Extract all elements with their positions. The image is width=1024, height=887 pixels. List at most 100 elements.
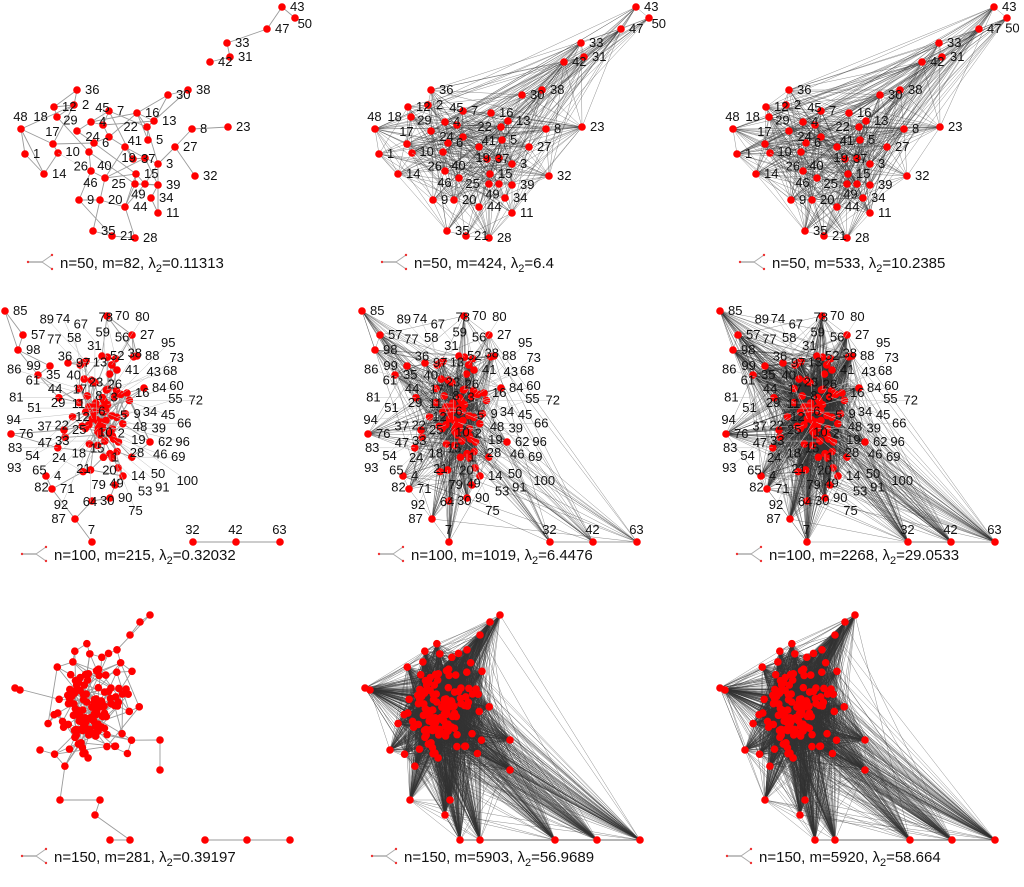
graph-node — [105, 133, 113, 141]
graph-edge — [498, 17, 650, 159]
graph-node — [813, 174, 821, 182]
node-label: 10 — [98, 424, 112, 439]
node-label: 11 — [878, 205, 892, 220]
node-label: 38 — [128, 345, 142, 360]
node-label: 33 — [589, 35, 603, 50]
graph-edge — [102, 120, 155, 126]
node-label: 9 — [799, 192, 806, 207]
node-label: 32 — [915, 168, 929, 183]
node-label: 42 — [218, 54, 232, 69]
node-label: 36 — [439, 82, 453, 97]
graph-node — [75, 196, 83, 204]
node-label: 85 — [13, 303, 27, 318]
node-label: 17 — [73, 381, 87, 396]
node-label: 18 — [33, 109, 47, 124]
graph-node — [358, 307, 366, 315]
graph-node — [73, 127, 81, 135]
graph-edge — [407, 106, 490, 239]
graph-node — [486, 170, 494, 178]
node-label: 14 — [52, 166, 66, 181]
panel-caption: n=50, m=533, λ2=10.2385 — [772, 255, 945, 275]
node-label: 45 — [518, 407, 532, 422]
graph-node — [371, 125, 379, 133]
panel-caption: n=50, m=424, λ2=6.4 — [414, 255, 554, 275]
graph-node — [90, 139, 98, 147]
node-label: 11 — [166, 205, 180, 220]
graph-edge — [504, 89, 543, 199]
node-label: 86 — [7, 362, 21, 377]
node-label: 58 — [424, 330, 438, 345]
node-label: 7 — [829, 103, 836, 118]
graph-node — [1, 307, 9, 315]
node-label: 96 — [175, 434, 189, 449]
node-label: 31 — [87, 338, 101, 353]
node-label: 27 — [183, 139, 197, 154]
node-label: 83 — [8, 440, 22, 455]
node-label: 35 — [455, 223, 469, 238]
node-label: 87 — [51, 511, 65, 526]
graph-node — [278, 3, 286, 11]
graph-node — [497, 123, 505, 131]
node-label: 56 — [115, 330, 129, 345]
graph-node — [975, 25, 983, 33]
graph-edge — [488, 126, 583, 239]
node-label: 18 — [72, 445, 86, 460]
node-label: 92 — [411, 497, 425, 512]
node-label: 26 — [428, 159, 442, 174]
graph-edge — [407, 106, 464, 112]
graph-edge — [432, 170, 446, 201]
node-label: 71 — [60, 481, 74, 496]
node-label: 24 — [797, 129, 811, 144]
node-label: 23 — [236, 119, 250, 134]
node-label: 93 — [364, 460, 378, 475]
node-label: 31 — [950, 49, 964, 64]
node-label: 24 — [85, 129, 99, 144]
node-label: 88 — [145, 348, 159, 363]
panel-caption: n=100, m=2268, λ2=29.0533 — [769, 547, 959, 567]
node-label: 87 — [408, 511, 422, 526]
node-label: 61 — [26, 372, 40, 387]
node-label: 70 — [115, 308, 129, 323]
graph-edge — [488, 6, 637, 239]
graph-edge — [427, 104, 491, 175]
graph-edge — [124, 183, 146, 208]
edges — [20, 6, 296, 239]
node-label: 13 — [162, 113, 176, 128]
graph-node — [19, 331, 27, 339]
panel-caption: n=150, m=5920, λ2=58.664 — [759, 849, 941, 869]
graph-node — [883, 143, 891, 151]
node-label: 7 — [88, 522, 95, 537]
node-label: 59 — [95, 325, 109, 340]
graph-edge — [43, 152, 59, 175]
graph-node — [131, 180, 139, 188]
node-label: 28 — [130, 445, 144, 460]
node-label: 23 — [89, 375, 103, 390]
node-label: 40 — [424, 368, 438, 383]
node-label: 16 — [492, 385, 506, 400]
node-label: 45 — [95, 100, 109, 115]
node-label: 4 — [99, 114, 106, 129]
graph-node — [7, 430, 15, 438]
node-label: 17 — [399, 124, 413, 139]
node-label: 51 — [384, 400, 398, 415]
graph-edge — [374, 128, 380, 155]
node-label: 77 — [47, 331, 61, 346]
graph-node — [427, 127, 435, 135]
node-label: 82 — [391, 479, 405, 494]
graph-node — [364, 430, 372, 438]
node-label: 38 — [550, 82, 564, 97]
graph-node — [375, 150, 383, 158]
graph-node — [589, 538, 597, 546]
graph-edge — [447, 28, 622, 144]
graph-edge — [136, 112, 149, 141]
graph-node — [131, 234, 139, 242]
node-label: 64 — [440, 494, 454, 509]
node-label: 80 — [492, 309, 506, 324]
node-label: 25 — [111, 176, 125, 191]
graph-node — [188, 125, 196, 133]
graph-node — [291, 14, 299, 22]
node-label: 42 — [572, 54, 586, 69]
node-label: 49 — [109, 476, 123, 491]
node-label: 28 — [143, 230, 157, 245]
